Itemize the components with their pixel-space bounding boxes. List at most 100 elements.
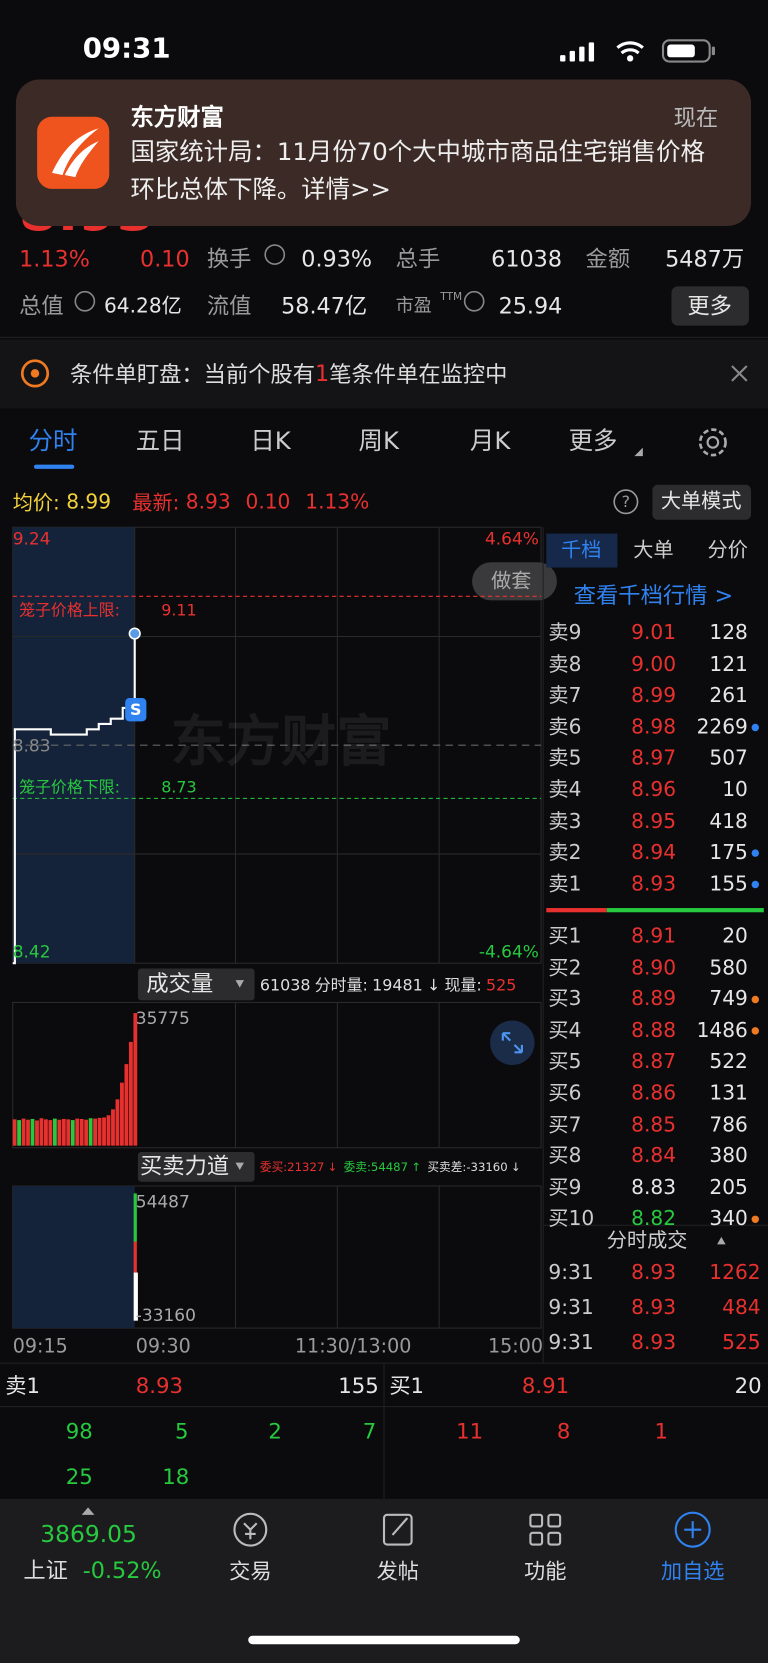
badge-label: S: [130, 700, 142, 720]
book-tab[interactable]: 大单: [633, 538, 674, 562]
bid-price: 8.91: [521, 1372, 570, 1399]
index-change: -0.52%: [82, 1557, 162, 1584]
book-label: 卖9: [548, 621, 582, 645]
trade-price: 8.93: [631, 1260, 677, 1285]
notification-message: 国家统计局：11月份70个大中城市商品住宅销售价格环比总体下降。详情>>: [130, 138, 705, 204]
book-label: 卖8: [548, 652, 582, 676]
stat-value: 58.47亿: [281, 293, 368, 319]
tab[interactable]: 更多: [568, 427, 618, 456]
stat-label: 市盈: [395, 295, 432, 317]
pct-min: -4.64%: [478, 941, 539, 962]
book-link[interactable]: 查看千档行情 >: [573, 582, 734, 609]
volume-bar: [102, 1117, 106, 1146]
y-base: 8.83: [12, 735, 51, 756]
more-button[interactable]: [671, 286, 749, 326]
stat-label: 流值: [206, 293, 252, 319]
nav-item[interactable]: 功能: [524, 1558, 567, 1584]
tab[interactable]: 周K: [358, 427, 399, 456]
diff-label: 买卖差:: [427, 1160, 467, 1175]
book-price: 9.01: [631, 621, 677, 645]
book-price: 8.96: [631, 778, 677, 802]
book-label: 卖5: [548, 746, 582, 771]
time-label: 15:00: [487, 1335, 543, 1359]
tab[interactable]: 分时: [28, 427, 78, 456]
force-max: 54487: [135, 1191, 190, 1212]
nav-item[interactable]: 加自选: [660, 1558, 725, 1584]
volume-menu-label[interactable]: 成交量: [146, 971, 214, 997]
volume-bar: [111, 1109, 115, 1146]
force-menu[interactable]: [137, 1152, 255, 1182]
overlay-button-label[interactable]: 做套: [491, 569, 532, 593]
more-button-label[interactable]: 更多: [687, 293, 732, 319]
alert-before: 当前个股有: [203, 361, 316, 388]
bid-order: 11: [456, 1418, 484, 1444]
help-label: ?: [621, 492, 631, 512]
nav-item[interactable]: 交易: [229, 1558, 272, 1584]
volume-bar: [128, 1041, 133, 1146]
book-volume: 418: [709, 809, 748, 833]
book-price: 9.00: [631, 652, 677, 676]
tab[interactable]: 日K: [250, 427, 291, 456]
book-label: 买9: [548, 1175, 582, 1200]
period-arrow: ↓: [426, 974, 441, 994]
alert-title: 条件单盯盘：: [70, 361, 204, 388]
alert-text: 条件单盯盘： 当前个股有 1 笔条件单在监控中: [70, 357, 507, 389]
book-tab[interactable]: 千档: [561, 538, 602, 562]
home-indicator: [248, 1635, 520, 1645]
book-tab[interactable]: 分价: [707, 538, 748, 562]
time-label: 09:30: [135, 1335, 191, 1359]
bid-order: 1: [654, 1418, 669, 1444]
book-volume: 128: [709, 621, 748, 645]
grid: [234, 1002, 440, 1148]
notification[interactable]: 国家统计局：11月份70个大中城市商品住宅销售价格环比总体下降。详情>> 东方财…: [15, 79, 752, 226]
volume-bar: [70, 1120, 75, 1146]
book-volume: 380: [709, 1144, 748, 1168]
lower-value: 8.73: [161, 777, 197, 797]
volume-bar: [66, 1119, 71, 1146]
grid: [234, 1185, 440, 1329]
dropdown-icon: [235, 980, 244, 988]
ask-order: 98: [65, 1418, 93, 1444]
stat-label: 总手: [395, 246, 441, 272]
book-price: 8.86: [631, 1081, 677, 1105]
price-line: [12, 633, 136, 965]
book-label: 买1: [548, 924, 582, 948]
trade-volume: 1262: [709, 1260, 761, 1285]
avg: 8.99: [66, 490, 112, 514]
force-menu-label[interactable]: 买卖力道: [140, 1153, 230, 1179]
book-price: 8.99: [631, 683, 677, 708]
ask-order: 2: [268, 1418, 282, 1444]
close-icon[interactable]: [731, 365, 748, 382]
summary: 均价: 8.99 最新: 8.93 0.10 1.13%: [13, 487, 370, 516]
volume-bar: [79, 1118, 84, 1146]
tab[interactable]: 月K: [469, 427, 511, 456]
mode-label[interactable]: 大单模式: [660, 489, 742, 514]
book-volume: 10: [722, 778, 748, 802]
book-volume: 749: [709, 987, 748, 1011]
premarket-shade: [12, 1185, 135, 1329]
expand-button[interactable]: [490, 1020, 535, 1066]
volume-menu[interactable]: [137, 968, 255, 1001]
ask-order: 25: [65, 1463, 93, 1490]
book-volume: 205: [709, 1175, 748, 1200]
volume-bar: [48, 1120, 53, 1146]
book-price: 8.83: [631, 1175, 677, 1200]
stat-sup: TTM: [440, 291, 463, 304]
time-label: 09:15: [12, 1335, 68, 1359]
overlay-button[interactable]: [472, 562, 557, 601]
book-label: 买6: [548, 1081, 582, 1105]
help-icon[interactable]: [613, 489, 639, 515]
trades-title: 分时成交: [606, 1229, 688, 1253]
tab[interactable]: 五日: [135, 427, 185, 456]
bid-value: 21327: [287, 1159, 325, 1174]
volume-bar: [44, 1119, 48, 1146]
stat-label: 总值: [19, 293, 64, 319]
nav-item[interactable]: 发帖: [376, 1558, 420, 1584]
mode-button[interactable]: [652, 484, 752, 520]
volume-bar: [97, 1117, 102, 1146]
book-price: 8.87: [631, 1050, 677, 1074]
book-price: 8.84: [631, 1144, 677, 1168]
settings-icon[interactable]: [698, 428, 727, 457]
volume-bar: [106, 1115, 111, 1146]
